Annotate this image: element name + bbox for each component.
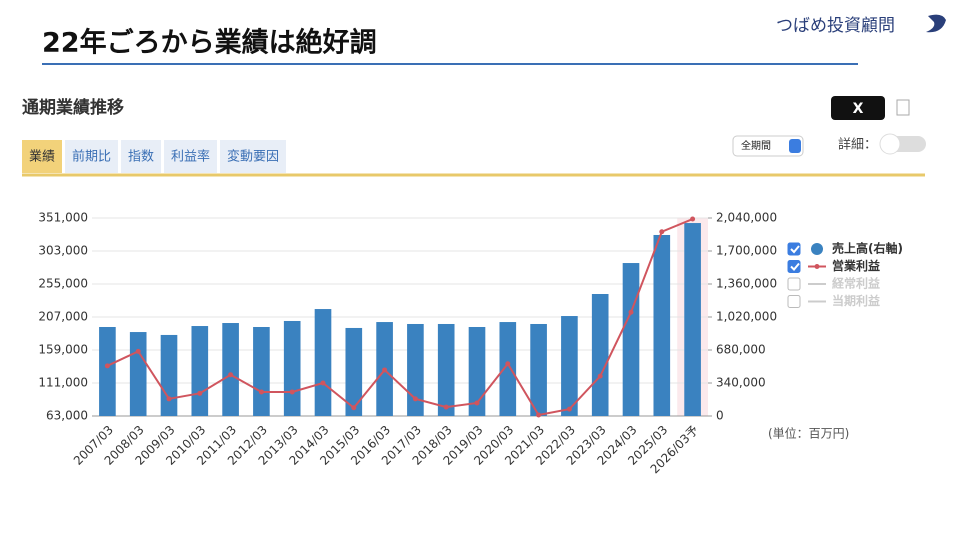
legend-label: 経常利益 [832, 276, 880, 291]
bar [437, 323, 455, 416]
bar [622, 263, 640, 416]
legend-checkbox[interactable] [787, 260, 801, 273]
unit-label: (単位：百万円) [768, 426, 849, 441]
y2-tick-label: 340,000 [716, 376, 766, 390]
tab-label: 業績 [29, 149, 55, 165]
legend-label: 売上高(右軸) [832, 241, 903, 256]
y-tick-label: 207,000 [38, 310, 88, 324]
point [628, 309, 634, 315]
bar [468, 326, 486, 416]
tab[interactable] [65, 140, 118, 173]
point [505, 361, 511, 367]
select-arrow [789, 139, 801, 153]
bar [653, 234, 671, 416]
y2-tick-label: 1,700,000 [716, 244, 777, 258]
bar [283, 320, 301, 416]
point [197, 390, 203, 396]
y2-tick-label: 0 [716, 409, 724, 423]
point [104, 363, 110, 369]
check-mark [790, 262, 800, 271]
bar [129, 332, 147, 416]
y-tick-label: 303,000 [38, 244, 88, 258]
y-tick-label: 159,000 [38, 343, 88, 357]
bar [222, 323, 239, 416]
point [135, 348, 141, 354]
point [690, 216, 696, 222]
point [443, 404, 449, 410]
bar [253, 326, 270, 416]
bar [160, 334, 178, 416]
panel-title: 通期業績推移 [22, 97, 124, 118]
point [659, 229, 665, 235]
point [566, 406, 572, 412]
copy-icon[interactable] [896, 99, 910, 116]
bar [684, 223, 701, 416]
bar [530, 323, 547, 416]
tab-label: 前期比 [72, 149, 111, 165]
tab-label: 利益率 [171, 149, 210, 165]
tab[interactable] [164, 140, 217, 173]
point [412, 396, 418, 402]
point [474, 400, 480, 406]
share-x[interactable] [831, 96, 885, 120]
point [258, 389, 264, 395]
legend-swatch-dot [814, 264, 820, 269]
legend-checkbox[interactable] [787, 295, 801, 308]
share-x-label: X [853, 101, 864, 117]
tab-label: 変動要因 [227, 149, 279, 165]
point [351, 405, 357, 411]
legend-label: 営業利益 [832, 258, 880, 273]
y2-tick-label: 1,020,000 [716, 310, 777, 324]
legend-swatch [811, 243, 823, 255]
tab-label: 指数 [128, 150, 154, 165]
bar [314, 309, 332, 416]
y-tick-label: 351,000 [38, 211, 88, 225]
period-label: 全期間 [741, 139, 771, 152]
logo: つばめ投資顧問 [776, 16, 895, 36]
tab[interactable] [22, 140, 62, 173]
toggle-knob [879, 133, 901, 155]
point [382, 367, 388, 373]
bar [499, 322, 517, 416]
y-tick-label: 111,000 [38, 376, 88, 390]
y-tick-label: 255,000 [38, 277, 88, 291]
check-mark [790, 245, 800, 254]
point [289, 389, 295, 395]
point [166, 396, 172, 402]
point [536, 412, 542, 418]
detail-label: 詳細： [838, 137, 877, 153]
slide-title: 22年ごろから業績は絶好調 [42, 27, 377, 59]
point [320, 380, 326, 386]
bar [561, 316, 578, 416]
y-tick-label: 63,000 [46, 409, 88, 423]
bar [99, 326, 116, 416]
bar [345, 327, 363, 416]
legend-label: 当期利益 [832, 293, 880, 308]
bar [591, 293, 609, 416]
logo-icon [926, 14, 946, 33]
period-select[interactable] [732, 135, 804, 157]
tab[interactable] [220, 140, 286, 173]
y2-tick-label: 680,000 [716, 343, 766, 357]
point [228, 372, 234, 378]
legend-checkbox[interactable] [787, 242, 801, 256]
bar [407, 323, 424, 416]
y2-tick-label: 1,360,000 [716, 277, 777, 291]
y2-tick-label: 2,040,000 [716, 211, 777, 225]
bar [191, 326, 209, 416]
tab[interactable] [121, 140, 161, 173]
point [597, 373, 603, 379]
legend-checkbox[interactable] [787, 277, 801, 291]
line [106, 218, 693, 417]
